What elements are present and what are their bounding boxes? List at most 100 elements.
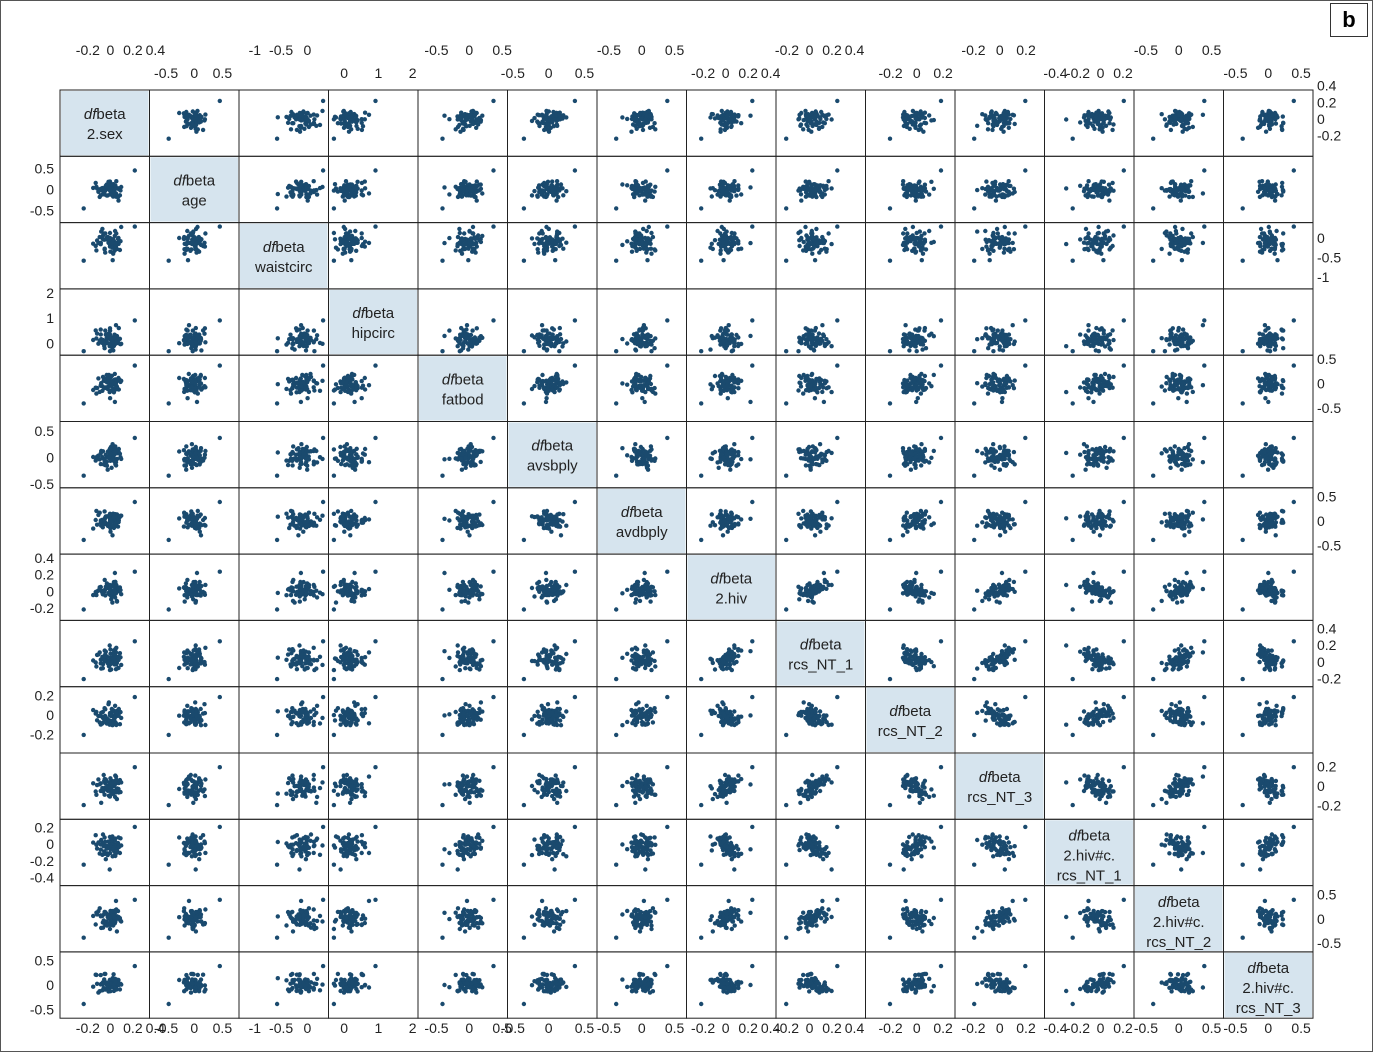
scatter-point: [108, 249, 113, 254]
scatter-point: [106, 384, 111, 389]
scatter-point: [983, 113, 988, 118]
scatter-point: [1173, 109, 1179, 114]
scatter-point: [557, 117, 562, 122]
scatter-point: [797, 380, 802, 385]
scatter-point: [317, 455, 323, 460]
scatter-point: [1007, 192, 1012, 197]
scatter-point: [784, 349, 789, 354]
scatter-point: [521, 349, 527, 354]
scatter-point: [464, 323, 470, 328]
scatter-point: [995, 231, 1000, 236]
scatter-point: [730, 237, 736, 242]
scatter-point: [983, 228, 988, 234]
scatter-point: [355, 384, 360, 389]
scatter-point: [480, 335, 485, 340]
scatter-point: [288, 452, 293, 457]
scatter-point: [554, 179, 560, 184]
scatter-point: [972, 401, 977, 406]
scatter-point: [474, 234, 480, 240]
scatter-point: [463, 455, 468, 460]
scatter-point: [298, 335, 303, 340]
scatter-point: [1291, 224, 1297, 229]
scatter-point: [440, 136, 445, 141]
scatter-point: [750, 168, 755, 173]
scatter-point: [813, 188, 818, 193]
scatter-point: [202, 240, 207, 245]
scatter-point: [1269, 121, 1274, 126]
scatter-point: [699, 401, 704, 406]
scatter-point: [1167, 251, 1172, 256]
scatter-point: [320, 98, 326, 104]
scatter-point: [641, 121, 647, 126]
scatter-point: [1179, 344, 1184, 349]
scatter-point: [985, 127, 991, 132]
scatter-point: [1263, 396, 1268, 401]
scatter-point: [1267, 248, 1273, 253]
scatter-point: [728, 193, 734, 198]
scatter-point: [199, 387, 204, 392]
scatter-point: [1103, 123, 1109, 128]
scatter-point: [113, 335, 118, 340]
scatter-point: [113, 323, 119, 328]
scatter-point: [81, 401, 86, 406]
scatter-point: [922, 115, 928, 121]
scatter-point: [989, 112, 994, 118]
scatter-point: [1110, 180, 1115, 186]
scatter-point: [919, 233, 924, 239]
scatter-point: [274, 473, 280, 478]
scatter-point: [1000, 348, 1006, 353]
scatter-point: [102, 378, 107, 383]
scatter-point: [311, 121, 316, 127]
scatter-point: [835, 224, 840, 229]
scatter-point: [1188, 241, 1193, 246]
scatter-point: [463, 118, 468, 123]
scatter-point: [812, 396, 818, 401]
scatter-point: [303, 114, 309, 120]
scatter-point: [181, 236, 187, 242]
scatter-point: [1258, 241, 1263, 247]
scatter-point: [1169, 118, 1174, 123]
scatter-point: [198, 381, 204, 386]
scatter-point: [193, 344, 198, 349]
scatter-point: [464, 193, 469, 198]
scatter-point: [344, 231, 350, 236]
scatter-point: [748, 113, 753, 118]
scatter-point: [320, 435, 326, 441]
scatter-point: [1151, 349, 1156, 354]
scatter-point: [560, 236, 565, 241]
scatter-point: [331, 206, 337, 211]
scatter-point: [991, 234, 996, 240]
scatter-point: [1176, 186, 1181, 191]
scatter-point: [635, 241, 641, 246]
scatter-point: [719, 371, 725, 377]
scatter-point: [478, 186, 484, 191]
scatter-point: [306, 124, 312, 130]
scatter-point: [914, 188, 919, 193]
scatter-point: [297, 344, 302, 349]
scatter-point: [346, 236, 352, 242]
scatter-point: [373, 168, 378, 173]
scatter-point: [811, 387, 817, 392]
scatter-point: [646, 224, 651, 230]
scatter-point: [635, 377, 641, 382]
scatter-point: [814, 226, 819, 232]
scatter-point: [887, 349, 893, 354]
scatter-point: [1176, 243, 1181, 249]
scatter-point: [646, 109, 651, 114]
scatter-point: [354, 248, 359, 253]
scatter-point: [491, 318, 496, 323]
scatter-point: [355, 240, 360, 245]
scatter-point: [1064, 241, 1069, 247]
scatter-point: [803, 224, 808, 230]
scatter-point: [294, 339, 300, 345]
scatter-point: [820, 234, 825, 240]
scatter-point: [1279, 193, 1284, 198]
scatter-point: [643, 335, 648, 341]
scatter-point: [203, 448, 208, 454]
scatter-point: [1101, 384, 1107, 389]
scatter-point: [474, 117, 479, 122]
scatter-point: [1064, 186, 1069, 191]
scatter-point: [185, 396, 190, 401]
scatter-point: [480, 191, 485, 196]
scatter-point: [1006, 179, 1011, 184]
